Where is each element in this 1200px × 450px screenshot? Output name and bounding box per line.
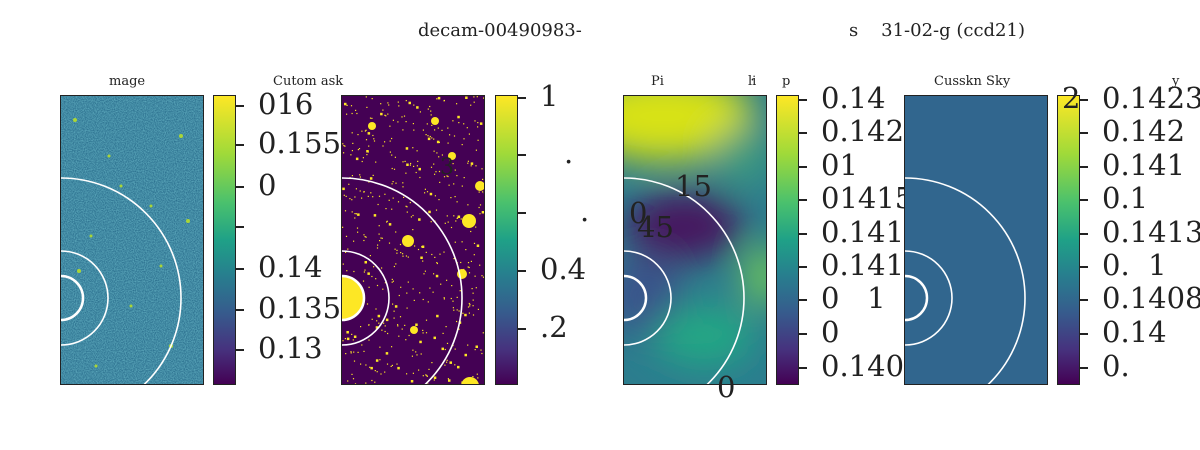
colorbar-tick-label: 0.155 <box>258 126 342 160</box>
panel-title-pipeline-b: ŀi <box>748 74 757 89</box>
custom-mask-colorbar <box>495 95 518 385</box>
colorbar-tick <box>799 199 807 201</box>
colorbar-tick <box>1080 266 1088 268</box>
colorbar-tick-label: .2 <box>540 310 568 344</box>
aperture-circles <box>905 177 1026 384</box>
custom-mask-panel <box>341 95 485 385</box>
colorbar-tick <box>799 233 807 235</box>
colorbar-tick <box>1080 367 1088 369</box>
aperture-circles <box>624 177 745 384</box>
colorbar-tick-label: 0.13 <box>258 331 323 365</box>
stray-label: 0 <box>717 370 736 404</box>
colorbar-tick-label: 01 <box>821 148 858 182</box>
stray-label: 2 <box>1062 81 1081 115</box>
image-panel <box>60 95 204 385</box>
colorbar-tick <box>236 186 244 188</box>
colorbar-tick-label: 0 <box>821 315 840 349</box>
panel-title-custom-mask: Cutom ask <box>273 74 344 89</box>
panel-title-pipeline-a: Pi <box>651 74 664 89</box>
colorbar-tick-label: 016 <box>258 87 314 121</box>
colorbar-tick-label: 0.14 <box>258 250 323 284</box>
colorbar-tick <box>799 266 807 268</box>
colorbar-tick-label: 0 <box>258 168 277 202</box>
colorbar-tick-label: 0.4 <box>540 252 587 286</box>
colorbar-tick-label: 0.1423 <box>1102 81 1200 115</box>
colorbar-tick <box>799 367 807 369</box>
colorbar-tick-label: 0.14 <box>821 81 886 115</box>
colorbar-tick <box>1080 333 1088 335</box>
colorbar-tick <box>799 132 807 134</box>
pipeline-sky-colorbar <box>776 95 799 385</box>
colorbar-tick-label: 0.142 <box>821 114 905 148</box>
colorbar-tick-label: 0.1413 <box>1102 215 1200 249</box>
colorbar-tick <box>236 144 244 146</box>
colorbar-tick <box>799 299 807 301</box>
panel-title-pipeline-c: p <box>782 74 791 89</box>
stray-label: 15 <box>675 169 712 203</box>
colorbar-tick <box>236 309 244 311</box>
colorbar-tick <box>518 154 526 156</box>
colorbar-tick <box>1080 199 1088 201</box>
colorbar-tick <box>518 328 526 330</box>
colorbar-tick-label: 1 <box>540 79 559 113</box>
aperture-circles <box>342 177 463 384</box>
custom-sky-panel <box>904 95 1048 385</box>
colorbar-tick-label: 0. 1 <box>1102 248 1167 282</box>
colorbar-tick <box>799 166 807 168</box>
panel-title-custom-sky: Cusskn Sky <box>934 74 1011 89</box>
colorbar-tick-label: 0.14 <box>1102 315 1167 349</box>
colorbar-tick-label: 0. <box>1102 349 1130 383</box>
colorbar-tick <box>799 99 807 101</box>
figure-title-right: s 31-02-g (ccd21) <box>849 20 1025 41</box>
custom-sky-colorbar <box>1057 95 1080 385</box>
colorbar-tick <box>518 212 526 214</box>
colorbar-tick-label: . <box>580 194 590 228</box>
colorbar-tick-label: . <box>564 136 574 170</box>
colorbar-tick-label: 01415 <box>821 181 914 215</box>
colorbar-tick <box>1080 299 1088 301</box>
colorbar-tick <box>1080 166 1088 168</box>
colorbar-tick-label: 0 1 <box>821 281 886 315</box>
colorbar-tick <box>1080 132 1088 134</box>
colorbar-tick <box>518 97 526 99</box>
panel-title-image: mage <box>109 74 146 89</box>
colorbar-tick-label: 0.142 <box>1102 114 1186 148</box>
figure-title-left: decam-00490983- <box>418 20 582 41</box>
colorbar-tick <box>1080 233 1088 235</box>
stray-label: 45 <box>637 210 674 244</box>
aperture-circles <box>61 177 182 384</box>
stray-label: 3 <box>440 155 454 180</box>
panel-title-custom-sky-b: y <box>1172 74 1180 89</box>
colorbar-tick <box>518 270 526 272</box>
stray-label: 0 <box>629 196 648 230</box>
colorbar-tick <box>236 268 244 270</box>
colorbar-tick-label: 0.141 <box>821 248 905 282</box>
colorbar-tick <box>799 333 807 335</box>
colorbar-tick-label: 0.1 <box>1102 181 1149 215</box>
colorbar-tick <box>236 226 244 228</box>
pipeline-sky-panel <box>623 95 767 385</box>
image-colorbar <box>213 95 236 385</box>
colorbar-tick-label: 0.1408 <box>1102 281 1200 315</box>
colorbar-tick <box>236 349 244 351</box>
colorbar-tick <box>236 105 244 107</box>
colorbar-tick <box>1080 99 1088 101</box>
colorbar-tick-label: 0.135 <box>258 291 342 325</box>
colorbar-tick-label: 0.141 <box>1102 148 1186 182</box>
